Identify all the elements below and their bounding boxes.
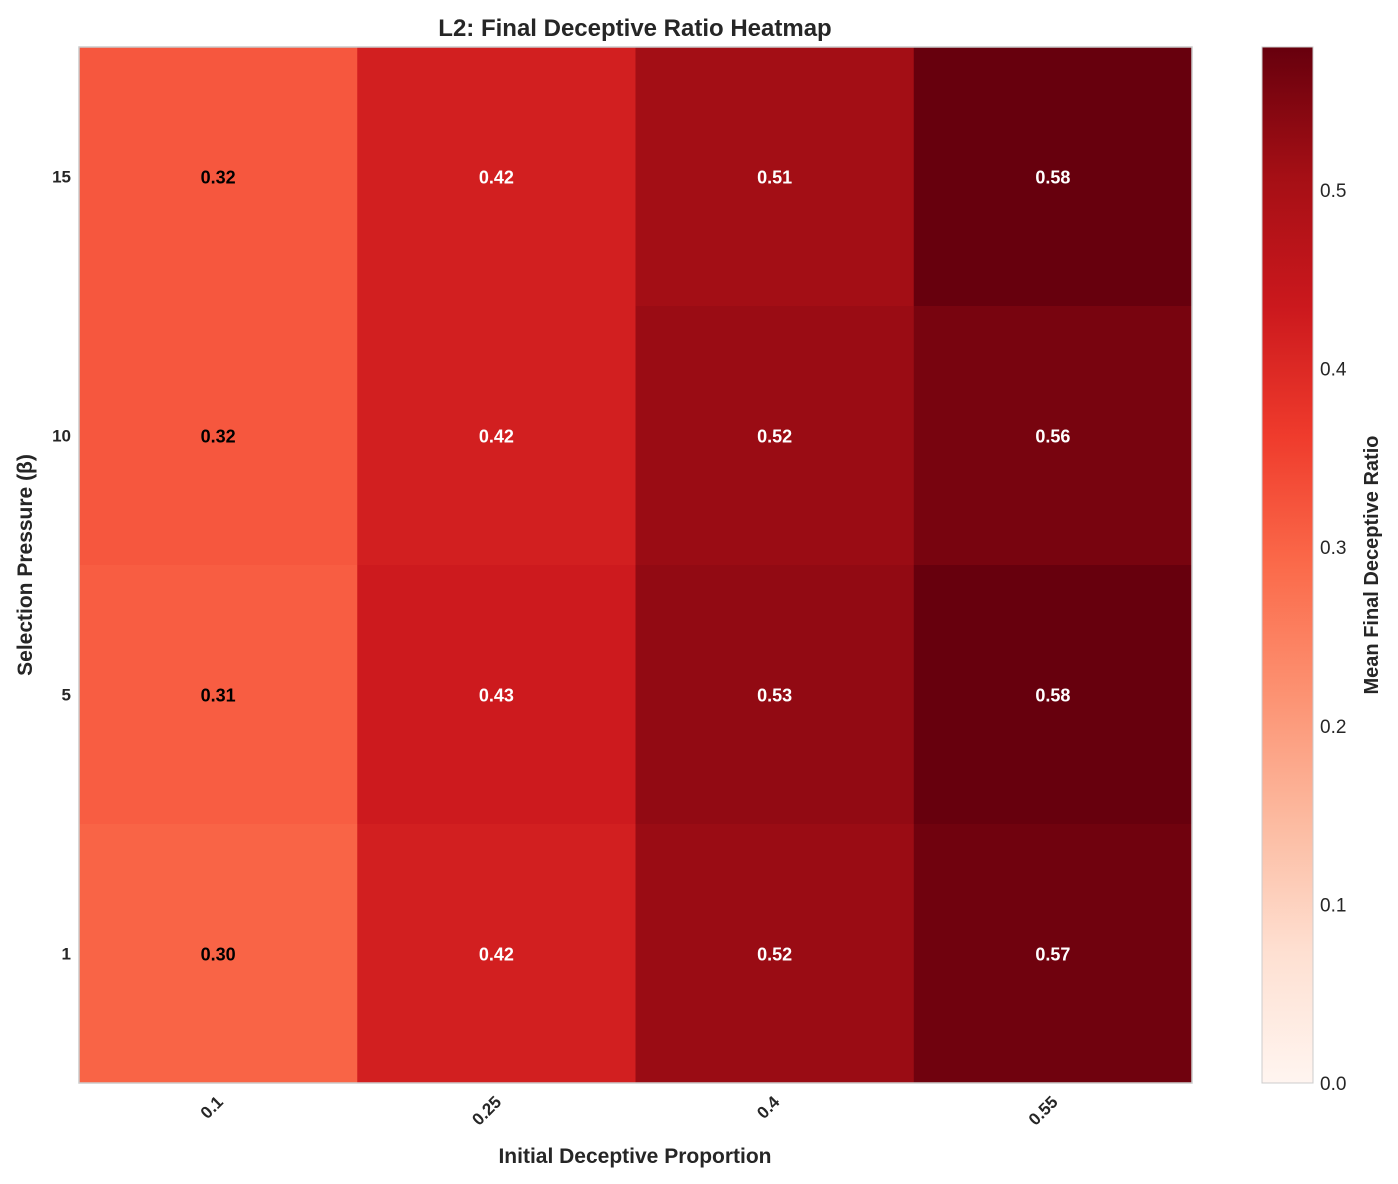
x-tick-label: 0.4 xyxy=(753,1092,784,1123)
heatmap-cell xyxy=(357,565,636,825)
x-tick-label: 0.55 xyxy=(1025,1092,1062,1129)
colorbar-tick-label: 0.1 xyxy=(1320,895,1346,916)
colorbar-tick-label: 0.2 xyxy=(1320,717,1346,738)
colorbar-tick-label: 0.0 xyxy=(1320,1074,1346,1095)
y-tick-label: 10 xyxy=(52,427,71,446)
heatmap-cell xyxy=(635,565,915,825)
colorbar xyxy=(1261,46,1314,1084)
heatmap-cell xyxy=(635,306,915,566)
heatmap-cell xyxy=(913,565,1193,825)
y-ticks: 15 10 5 1 xyxy=(52,168,71,964)
heatmap-cell xyxy=(913,824,1193,1084)
cell-value-label: 0.31 xyxy=(201,686,236,706)
x-ticks: 0.1 0.25 0.4 0.55 xyxy=(197,1092,1062,1129)
y-axis-label: Selection Pressure (β) xyxy=(14,454,37,676)
colorbar-tick-label: 0.3 xyxy=(1320,538,1346,559)
colorbar-label: Mean Final Deceptive Ratio xyxy=(1361,436,1383,695)
cell-value-label: 0.32 xyxy=(201,168,236,188)
cell-value-label: 0.51 xyxy=(757,168,792,188)
cell-value-label: 0.53 xyxy=(757,686,792,706)
heatmap-cell xyxy=(357,824,636,1084)
cell-value-label: 0.42 xyxy=(479,945,514,965)
cell-value-label: 0.43 xyxy=(479,686,514,706)
cell-value-label: 0.58 xyxy=(1035,168,1070,188)
cell-value-label: 0.56 xyxy=(1035,427,1070,447)
heatmap-cell xyxy=(913,47,1193,307)
plot-frame xyxy=(78,46,1193,1084)
x-tick-label: 0.1 xyxy=(197,1092,227,1122)
x-tick-label: 0.25 xyxy=(468,1092,505,1129)
heatmap-cell xyxy=(79,565,358,825)
cell-value-label: 0.30 xyxy=(201,945,236,965)
y-tick-label: 15 xyxy=(52,168,71,187)
y-tick-label: 5 xyxy=(62,686,71,705)
x-axis-label: Initial Deceptive Proportion xyxy=(498,1145,771,1168)
cell-value-label: 0.42 xyxy=(479,168,514,188)
colorbar-tick-label: 0.5 xyxy=(1320,181,1346,202)
heatmap-cell xyxy=(79,306,358,566)
cell-value-label: 0.57 xyxy=(1035,945,1070,965)
heatmap-cell xyxy=(79,824,358,1084)
heatmap-cell xyxy=(635,47,915,307)
colorbar-tick-label: 0.4 xyxy=(1320,360,1347,381)
cell-value-label: 0.52 xyxy=(757,427,792,447)
heatmap-cell xyxy=(357,306,636,566)
cell-value-label: 0.52 xyxy=(757,945,792,965)
heatmap-cell xyxy=(913,306,1193,566)
cell-value-label: 0.42 xyxy=(479,427,514,447)
chart-title: L2: Final Deceptive Ratio Heatmap xyxy=(438,15,831,42)
heatmap-cell xyxy=(635,824,915,1084)
cell-value-label: 0.58 xyxy=(1035,686,1070,706)
heatmap-cells: 0.32 0.42 0.51 0.58 0.32 0.42 0.52 0.56 0.31 0.43… xyxy=(79,47,1193,1084)
cell-value-label: 0.32 xyxy=(201,427,236,447)
heatmap-cell xyxy=(79,47,358,307)
heatmap-cell xyxy=(357,47,636,307)
colorbar-ticks: 0.0 0.1 0.2 0.3 0.4 0.5 xyxy=(1320,181,1347,1095)
y-tick-label: 1 xyxy=(62,945,71,964)
